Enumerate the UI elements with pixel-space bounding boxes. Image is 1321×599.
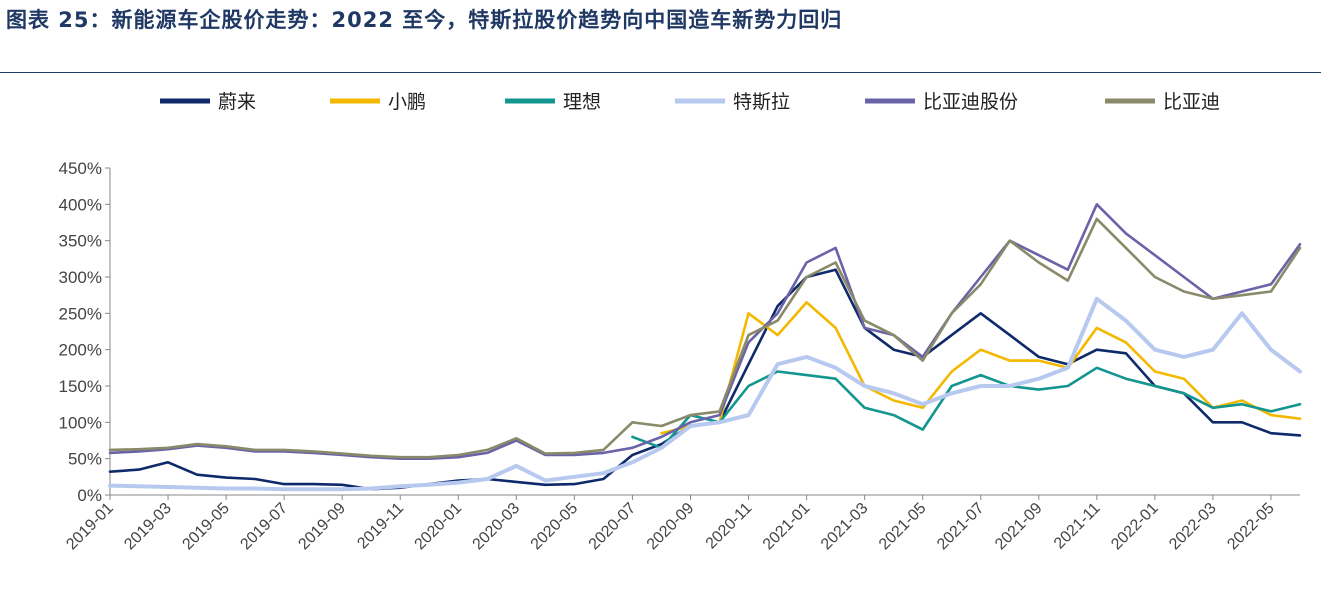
x-tick-label: 2022-05 xyxy=(1224,500,1278,554)
y-tick-label: 300% xyxy=(59,268,102,287)
y-tick-label: 100% xyxy=(59,413,102,432)
series-line-3 xyxy=(631,366,1302,450)
legend-label-1: 蔚来 xyxy=(218,91,256,113)
x-tick-label: 2020-09 xyxy=(644,500,698,554)
x-tick-label: 2020-01 xyxy=(412,500,466,554)
y-tick-label: 0% xyxy=(77,486,102,505)
x-tick-label: 2020-05 xyxy=(528,500,582,554)
y-tick-label: 150% xyxy=(59,377,102,396)
x-tick-label: 2019-07 xyxy=(237,500,291,554)
legend-label-6: 比亚迪 xyxy=(1163,91,1220,113)
chart-title: 图表 25：新能源车企股价走势：2022 至今，特斯拉股价趋势向中国造车新势力回… xyxy=(6,8,843,32)
x-tick-label: 2019-03 xyxy=(121,500,175,554)
x-tick-label: 2021-09 xyxy=(992,500,1046,554)
series-line-6 xyxy=(108,217,1302,459)
x-tick-label: 2021-11 xyxy=(1051,500,1104,553)
y-axis: 0% 50% 100% 150% 200% 250% 300% 350% 400% 450% xyxy=(59,159,111,505)
legend-label-4: 特斯拉 xyxy=(733,91,790,113)
x-tick-label: 2020-03 xyxy=(470,500,524,554)
series-line-4 xyxy=(108,296,1302,492)
y-tick-label: 400% xyxy=(59,195,102,214)
y-tick-label: 200% xyxy=(59,341,102,360)
x-tick-label: 2021-07 xyxy=(934,500,988,554)
y-tick-label: 250% xyxy=(59,304,102,323)
x-tick-label: 2022-01 xyxy=(1108,500,1162,554)
x-tick-label: 2020-07 xyxy=(586,500,640,554)
x-tick-label: 2020-11 xyxy=(703,500,756,553)
y-tick-label: 50% xyxy=(68,450,102,469)
x-tick-label: 2022-03 xyxy=(1166,500,1220,554)
series-line-1 xyxy=(108,268,1302,491)
y-tick-label: 350% xyxy=(59,232,102,251)
x-tick-label: 2019-09 xyxy=(295,500,349,554)
legend: 蔚来 小鹏 理想 特斯拉 比亚迪股份 比亚迪 xyxy=(160,91,1220,113)
series-line-5 xyxy=(108,203,1302,460)
legend-label-3: 理想 xyxy=(563,91,601,113)
legend-label-5: 比亚迪股份 xyxy=(923,91,1018,113)
x-tick-label: 2019-05 xyxy=(179,500,233,554)
x-tick-label: 2021-03 xyxy=(818,500,872,554)
legend-label-2: 小鹏 xyxy=(388,91,426,113)
x-tick-label: 2019-01 xyxy=(63,500,117,554)
x-tick-label: 2021-05 xyxy=(876,500,930,554)
series-lines xyxy=(108,203,1302,492)
y-tick-label: 450% xyxy=(59,159,102,178)
x-axis: 2019-01 2019-03 2019-05 2019-07 2019-09 2019-… xyxy=(63,494,1300,554)
series-line-2 xyxy=(660,301,1302,435)
title-divider xyxy=(0,72,1321,73)
x-tick-label: 2021-01 xyxy=(760,500,814,554)
x-tick-label: 2019-11 xyxy=(354,500,407,553)
